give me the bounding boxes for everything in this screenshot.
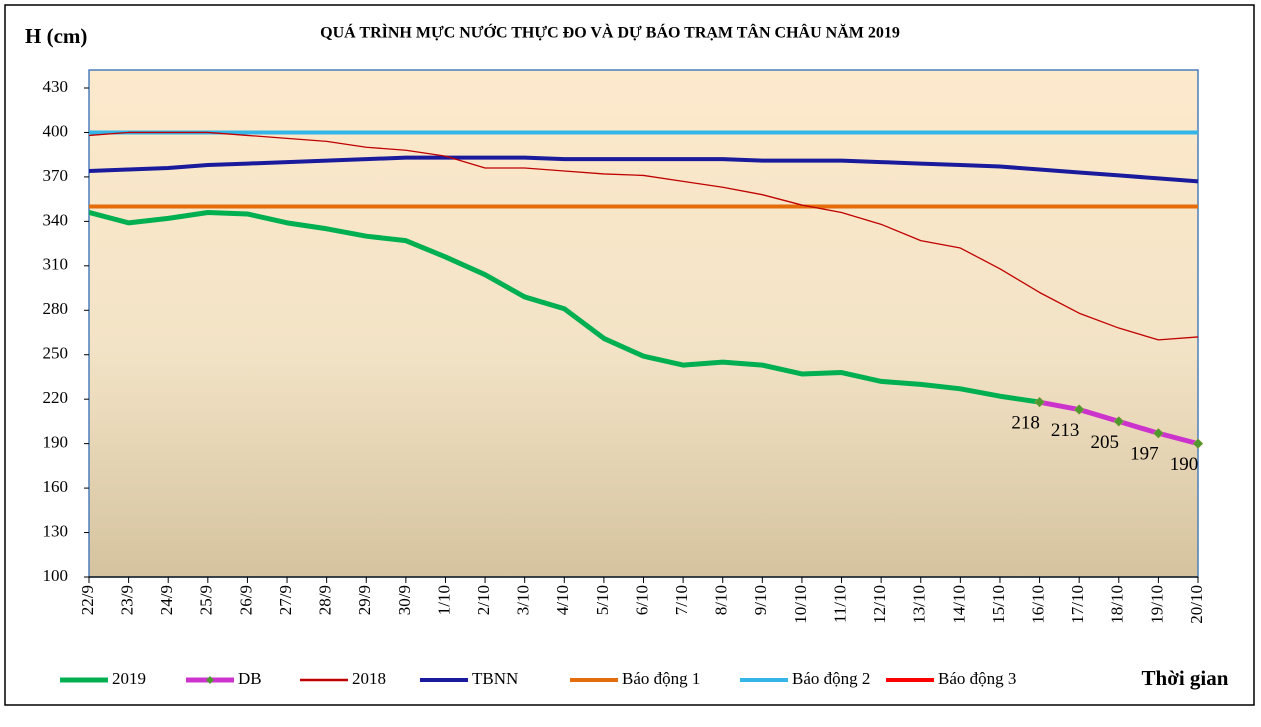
x-tick-label: 14/10 bbox=[949, 585, 968, 624]
y-tick-label: 250 bbox=[43, 344, 69, 363]
data-label: 190 bbox=[1170, 454, 1199, 475]
y-tick-label: 160 bbox=[43, 477, 69, 496]
marker bbox=[1034, 396, 1045, 408]
x-tick-label: 15/10 bbox=[989, 585, 1008, 624]
y-tick-label: 340 bbox=[43, 210, 69, 229]
y-tick-label: 430 bbox=[43, 77, 69, 96]
series-line bbox=[89, 131, 1199, 341]
x-tick-label: 2/10 bbox=[474, 585, 493, 615]
x-tick-label: 20/10 bbox=[1187, 585, 1206, 624]
x-tick-label: 12/10 bbox=[870, 585, 889, 624]
x-tick-label: 8/10 bbox=[712, 585, 731, 615]
legend-label: Báo động 1 bbox=[622, 669, 700, 688]
chart-title: QUÁ TRÌNH MỰC NƯỚC THỰC ĐO VÀ DỰ BÁO TRẠ… bbox=[320, 23, 900, 42]
x-tick-label: 5/10 bbox=[593, 585, 612, 615]
plot-lines bbox=[89, 130, 1199, 447]
x-tick-label: 10/10 bbox=[791, 585, 810, 624]
y-tick-label: 280 bbox=[43, 299, 69, 318]
x-tick-label: 7/10 bbox=[672, 585, 691, 615]
y-tick-label: 400 bbox=[43, 121, 69, 140]
x-tick-label: 9/10 bbox=[751, 585, 770, 615]
x-tick-label: 6/10 bbox=[632, 585, 651, 615]
legend-label: Báo động 3 bbox=[938, 669, 1016, 688]
x-tick-label: 28/9 bbox=[316, 585, 335, 615]
x-tick-label: 17/10 bbox=[1068, 585, 1087, 624]
y-tick-label: 220 bbox=[43, 388, 69, 407]
x-tick-label: 16/10 bbox=[1028, 585, 1047, 624]
x-tick-label: 1/10 bbox=[434, 585, 453, 615]
x-tick-label: 18/10 bbox=[1108, 585, 1127, 624]
y-tick-label: 370 bbox=[43, 166, 69, 185]
x-tick-label: 23/9 bbox=[118, 585, 137, 615]
x-tick-label: 11/10 bbox=[830, 585, 849, 623]
legend-label: Báo động 2 bbox=[792, 669, 870, 688]
marker bbox=[1192, 438, 1204, 449]
x-axis-label: Thời gian bbox=[1142, 666, 1229, 690]
x-tick-label: 19/10 bbox=[1147, 585, 1166, 624]
marker bbox=[1153, 427, 1164, 439]
legend-label: 2019 bbox=[112, 669, 146, 688]
data-label: 197 bbox=[1130, 444, 1159, 465]
marker bbox=[1073, 404, 1085, 415]
y-axis-label: H (cm) bbox=[25, 24, 87, 48]
x-tick-label: 4/10 bbox=[553, 585, 572, 615]
x-tick-label: 3/10 bbox=[514, 585, 533, 615]
plot-area bbox=[88, 69, 1199, 578]
data-label: 218 bbox=[1011, 413, 1040, 434]
legend-label: 2018 bbox=[352, 669, 386, 688]
x-tick-label: 13/10 bbox=[910, 585, 929, 624]
legend-label: DB bbox=[238, 669, 262, 688]
x-tick-label: 30/9 bbox=[395, 585, 414, 615]
legend-marker bbox=[206, 676, 214, 684]
x-tick-label: 25/9 bbox=[197, 585, 216, 615]
x-tick-label: 26/9 bbox=[236, 585, 255, 615]
x-tick-label: 27/9 bbox=[276, 585, 295, 615]
y-tick-label: 190 bbox=[43, 433, 69, 452]
series-line bbox=[89, 209, 1040, 405]
marker bbox=[1113, 416, 1125, 427]
y-tick-label: 130 bbox=[43, 521, 69, 540]
x-tick-label: 24/9 bbox=[157, 585, 176, 615]
legend-label: TBNN bbox=[472, 669, 518, 688]
y-tick-label: 100 bbox=[43, 566, 69, 585]
data-label: 205 bbox=[1091, 432, 1120, 453]
x-tick-label: 29/9 bbox=[355, 585, 374, 615]
series-line bbox=[89, 155, 1199, 184]
data-label: 213 bbox=[1051, 420, 1080, 441]
y-tick-label: 310 bbox=[43, 255, 69, 274]
x-tick-label: 22/9 bbox=[78, 585, 97, 615]
